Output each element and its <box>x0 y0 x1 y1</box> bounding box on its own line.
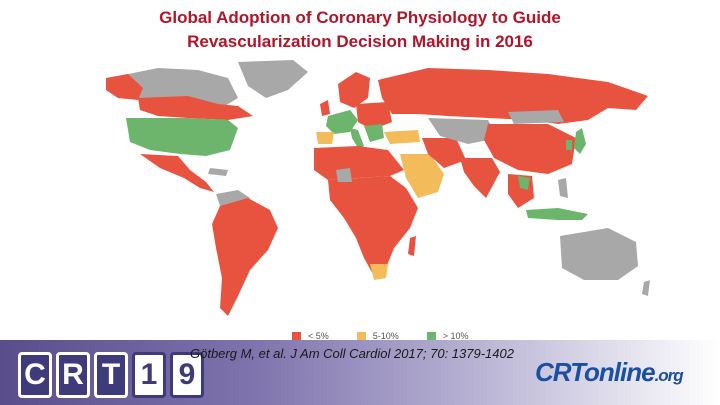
legend-item-mid: 5-10% <box>356 331 399 341</box>
region-new-zealand <box>642 280 650 296</box>
world-map <box>88 58 658 326</box>
region-north-africa <box>314 146 404 180</box>
crtonline-logo-suffix: .org <box>654 366 684 385</box>
region-canada-red <box>138 96 253 120</box>
region-west-africa-gray <box>336 168 352 182</box>
world-map-svg <box>106 60 650 316</box>
crt-logo-letter: T <box>94 352 128 398</box>
region-iberia <box>316 132 334 144</box>
region-indonesia <box>526 208 588 220</box>
region-central-asia <box>428 118 498 144</box>
region-balkans <box>364 124 384 142</box>
legend-swatch-mid <box>356 331 366 341</box>
citation: Götberg M, et al. J Am Coll Cardiol 2017… <box>190 346 514 361</box>
legend-swatch-high <box>426 331 436 341</box>
region-south-africa <box>370 264 388 280</box>
region-mongolia <box>508 110 564 124</box>
region-russia <box>378 68 648 124</box>
region-china <box>484 124 576 174</box>
region-iran <box>422 138 466 168</box>
region-australia <box>560 228 638 280</box>
legend-item-high: > 10% <box>426 331 469 341</box>
region-thailand <box>518 176 530 190</box>
region-arabia <box>400 154 444 198</box>
region-turkey <box>384 130 420 144</box>
crt-logo-digit: 1 <box>132 352 166 398</box>
legend-label-high: > 10% <box>442 331 469 341</box>
crtonline-logo-main: CRTonline <box>535 357 656 387</box>
crt-logo-digit: 9 <box>170 352 204 398</box>
region-south-america <box>212 198 278 316</box>
region-uk <box>320 100 330 116</box>
legend-item-low: < 5% <box>292 331 329 341</box>
map-title: Global Adoption of Coronary Physiology t… <box>0 6 720 54</box>
legend-label-low: < 5% <box>308 331 329 341</box>
crtonline-logo: CRTonline.org <box>535 357 684 388</box>
crt-logo-letter: R <box>56 352 90 398</box>
crt19-logo: C R T 1 9 <box>18 352 204 398</box>
region-caribbean <box>208 168 228 176</box>
region-india <box>460 158 500 198</box>
region-usa <box>126 118 238 156</box>
legend-label-mid: 5-10% <box>372 331 399 341</box>
region-mexico <box>140 154 214 192</box>
region-europe-east <box>356 102 392 130</box>
region-greenland <box>238 60 308 98</box>
title-line-2: Revascularization Decision Making in 201… <box>187 32 533 51</box>
region-korea <box>566 140 572 150</box>
region-africa <box>328 176 418 276</box>
region-europe-north <box>338 72 370 108</box>
footer-banner: C R T 1 9 Götberg M, et al. J Am Coll Ca… <box>0 340 720 405</box>
region-madagascar <box>408 236 416 256</box>
crt-logo-letter: C <box>18 352 52 398</box>
region-alaska <box>106 74 143 100</box>
region-philippines <box>558 178 568 198</box>
map-legend: < 5% 5-10% > 10% <box>292 331 469 341</box>
region-japan <box>574 128 586 154</box>
region-italy <box>350 128 364 148</box>
legend-swatch-low <box>292 331 301 341</box>
title-line-1: Global Adoption of Coronary Physiology t… <box>159 8 561 27</box>
